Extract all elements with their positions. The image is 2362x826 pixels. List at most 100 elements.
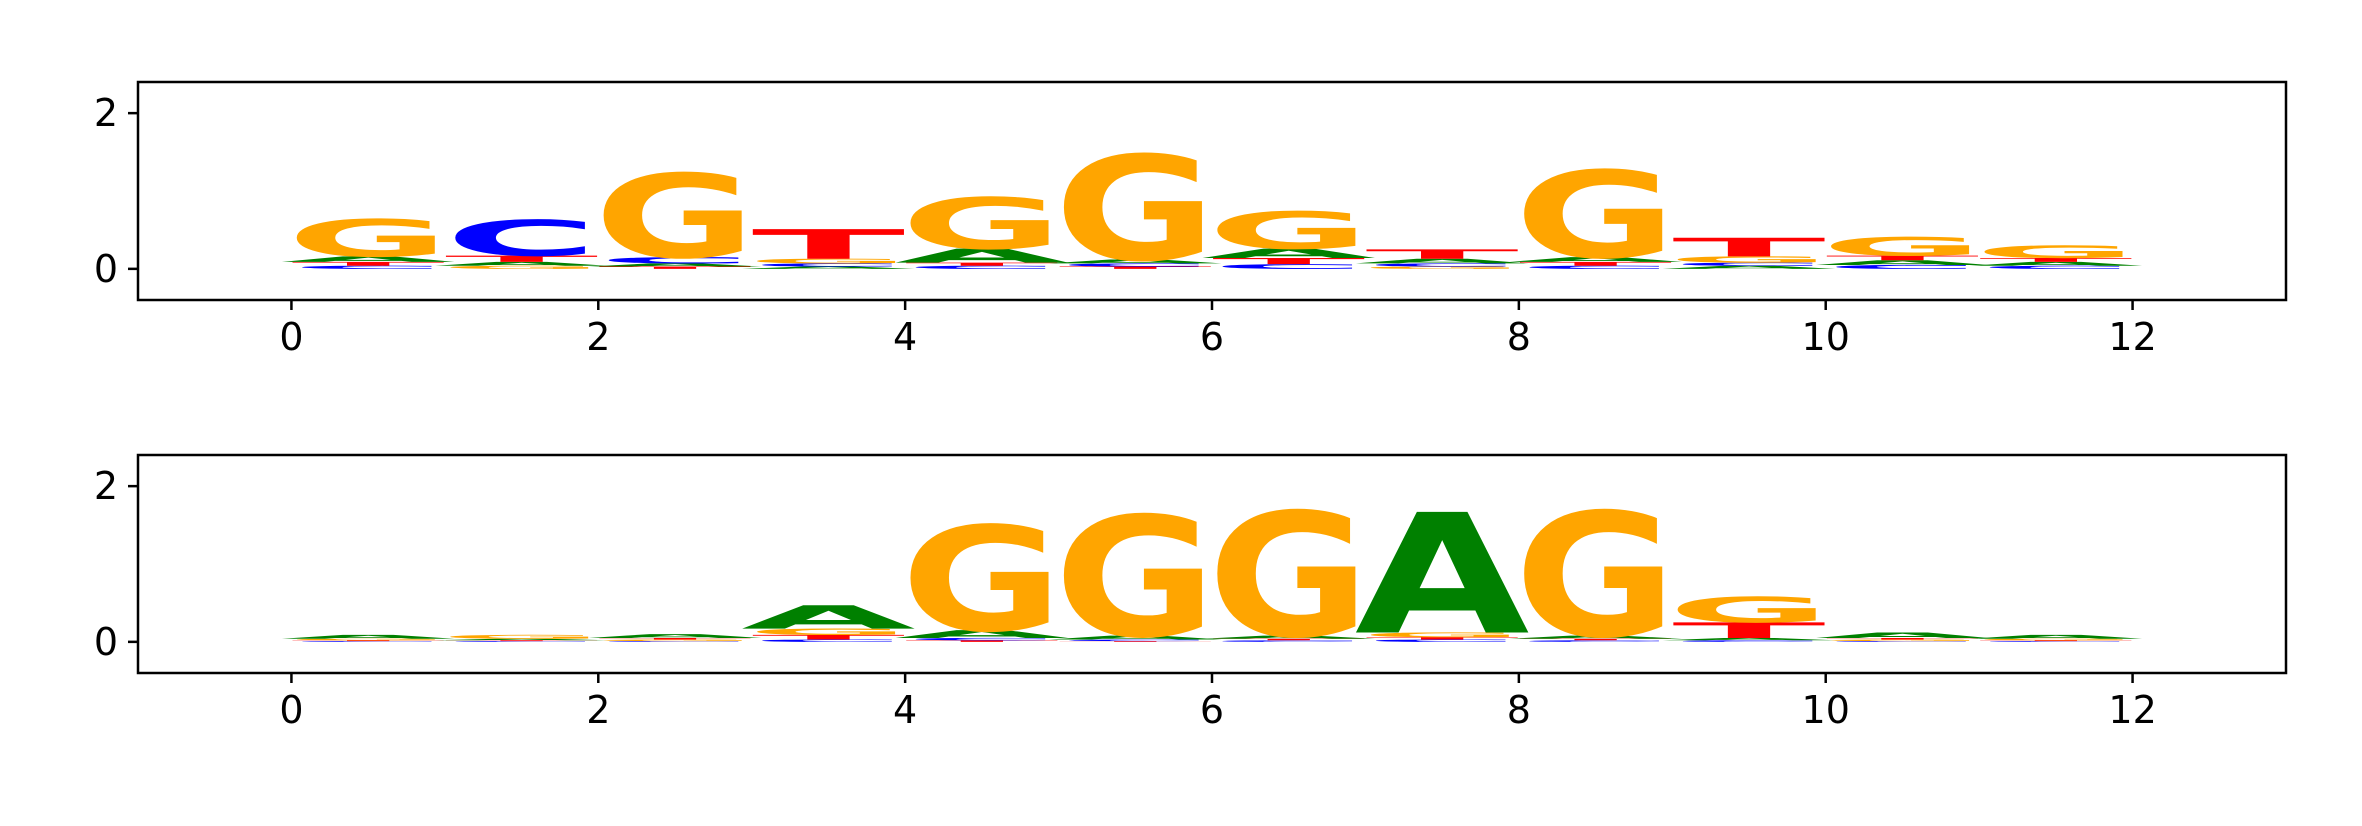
logo-letter-a: A bbox=[1355, 479, 1530, 672]
logo-letter-c: C bbox=[1672, 262, 1825, 267]
x-tick-label: 8 bbox=[1507, 688, 1531, 732]
logo-letter-g: G bbox=[440, 634, 602, 640]
logo-letter-c: C bbox=[905, 637, 1058, 641]
logo-letter-c: C bbox=[1826, 641, 1979, 642]
logo-letter-t: T bbox=[1672, 618, 1825, 643]
logo-letter-c: C bbox=[291, 265, 444, 270]
logo-letter-t: T bbox=[1672, 233, 1825, 263]
logo-letter-t: T bbox=[445, 640, 598, 641]
logo-panel-bottom: CTGACTAGCGTACTGATCAGTCAGCTAGCTGACTAGCATG… bbox=[94, 453, 2288, 732]
logo-letter-c: C bbox=[598, 641, 751, 642]
x-tick-label: 2 bbox=[586, 688, 610, 732]
logo-letter-c: C bbox=[1059, 263, 1212, 268]
logo-letter-a: A bbox=[281, 634, 456, 640]
logo-letter-a: A bbox=[588, 633, 763, 639]
y-tick-label: 2 bbox=[94, 91, 118, 135]
logo-letter-a: A bbox=[1815, 631, 1990, 640]
logo-letter-g: G bbox=[1668, 590, 1830, 631]
logo-letter-g: G bbox=[1668, 255, 1831, 265]
logo-letter-g: G bbox=[287, 638, 449, 640]
x-tick-label: 4 bbox=[893, 315, 917, 359]
logo-letter-a: A bbox=[1508, 635, 1683, 640]
logo-letter-g: G bbox=[901, 496, 1063, 664]
logo-letter-c: C bbox=[291, 641, 444, 642]
logo-letter-g: G bbox=[1361, 631, 1523, 638]
x-tick-label: 6 bbox=[1200, 315, 1224, 359]
logo-letter-a: A bbox=[1201, 635, 1376, 640]
logo-letter-a: A bbox=[1508, 256, 1683, 263]
logo-letter-g: G bbox=[440, 265, 603, 270]
logo-letter-g: G bbox=[1975, 242, 2137, 262]
logo-letter-t: T bbox=[905, 262, 1058, 267]
logo-letter-t: T bbox=[1519, 261, 1672, 267]
logo-letter-c: C bbox=[1059, 639, 1212, 641]
y-tick-label: 0 bbox=[94, 620, 118, 664]
logo-letter-g: G bbox=[1207, 201, 1369, 261]
logo-letter-g: G bbox=[1821, 639, 1983, 641]
x-tick-label: 12 bbox=[2108, 688, 2156, 732]
logo-letter-c: C bbox=[1672, 640, 1825, 642]
logo-letter-a: A bbox=[588, 263, 763, 268]
logo-letter-g: G bbox=[1054, 483, 1216, 675]
logo-letter-c: C bbox=[1519, 265, 1672, 270]
logo-letter-a: A bbox=[1048, 258, 1223, 264]
logo-letter-a: A bbox=[434, 261, 609, 267]
x-tick-label: 8 bbox=[1507, 315, 1531, 359]
y-tick-label: 0 bbox=[94, 247, 118, 291]
logo-letter-g: G bbox=[1361, 266, 1524, 270]
logo-letter-a: A bbox=[281, 255, 456, 264]
logo-letter-t: T bbox=[1979, 640, 2132, 641]
logo-letter-g: G bbox=[747, 258, 909, 265]
logo-letter-c: C bbox=[445, 210, 598, 267]
x-tick-label: 12 bbox=[2108, 315, 2156, 359]
x-tick-label: 10 bbox=[1802, 688, 1850, 732]
logo-letter-c: C bbox=[1979, 265, 2132, 270]
logo-letter-t: T bbox=[1059, 266, 1212, 270]
logo-letter-g: G bbox=[901, 184, 1063, 266]
logo-letter-g: G bbox=[1054, 125, 1216, 293]
logo-letter-a: A bbox=[1662, 637, 1837, 641]
logo-letter-a: A bbox=[741, 599, 916, 636]
logo-letter-t: T bbox=[1212, 638, 1365, 640]
logo-letter-t: T bbox=[1212, 256, 1365, 266]
x-tick-label: 6 bbox=[1200, 688, 1224, 732]
logo-letter-a: A bbox=[1815, 259, 1990, 266]
logo-letter-c: C bbox=[1826, 264, 1979, 270]
x-tick-label: 0 bbox=[279, 315, 303, 359]
logo-letter-g: G bbox=[1514, 146, 1676, 286]
logo-letters: CTGACTAGCGTACTGATCAGTCAGCTAGCTGACTAGCATG… bbox=[281, 477, 2144, 677]
logo-letter-t: T bbox=[1365, 247, 1518, 262]
x-tick-label: 2 bbox=[586, 315, 610, 359]
logo-letter-g: G bbox=[594, 639, 756, 641]
logo-letter-a: A bbox=[1662, 265, 1837, 270]
logo-letter-t: T bbox=[598, 266, 751, 270]
logo-letter-t: T bbox=[1365, 637, 1518, 641]
logo-letter-c: C bbox=[1979, 641, 2132, 642]
logo-letter-a: A bbox=[434, 638, 609, 640]
logo-letter-t: T bbox=[1826, 254, 1979, 261]
logo-letter-c: C bbox=[905, 265, 1058, 270]
y-tick-label: 2 bbox=[94, 464, 118, 508]
logo-letter-c: C bbox=[1212, 640, 1365, 642]
logo-letter-c: C bbox=[1519, 640, 1672, 642]
logo-letter-t: T bbox=[1059, 641, 1212, 642]
logo-letter-g: G bbox=[1975, 638, 2137, 640]
logo-letter-c: C bbox=[1365, 263, 1518, 268]
logo-letter-a: A bbox=[741, 266, 916, 270]
logo-letter-g: G bbox=[287, 209, 449, 269]
logo-letter-t: T bbox=[1826, 638, 1979, 640]
logo-letter-c: C bbox=[1365, 639, 1518, 643]
logo-letter-c: C bbox=[598, 255, 751, 265]
logo-letter-c: C bbox=[445, 641, 598, 642]
logo-letter-c: C bbox=[752, 639, 905, 643]
logo-letter-a: A bbox=[1355, 257, 1530, 264]
logo-letter-a: A bbox=[1969, 634, 2144, 640]
logo-letter-c: C bbox=[752, 263, 905, 268]
logo-letter-g: G bbox=[1514, 477, 1676, 677]
x-tick-label: 0 bbox=[279, 688, 303, 732]
logo-letter-a: A bbox=[1969, 261, 2144, 267]
logo-letter-t: T bbox=[752, 634, 905, 641]
